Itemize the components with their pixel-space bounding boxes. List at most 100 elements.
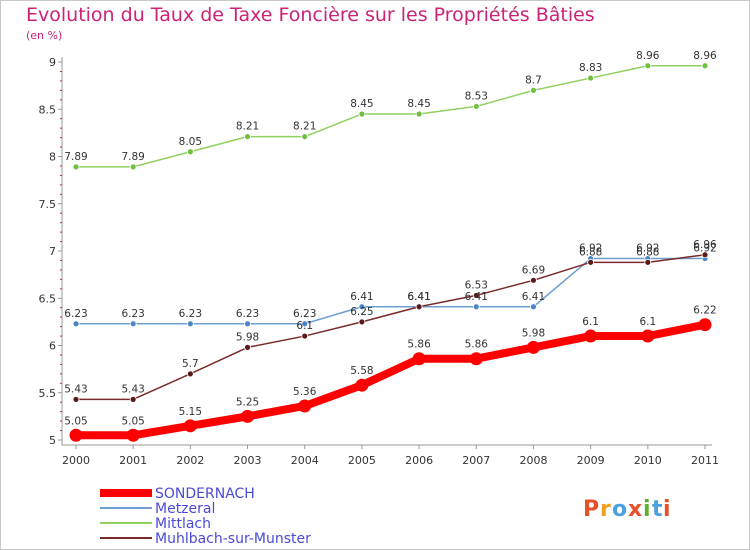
data-point	[530, 276, 537, 284]
legend-label: Metzeral	[155, 501, 215, 517]
x-tick-label: 2000	[62, 454, 90, 467]
data-label: 6.69	[522, 264, 545, 276]
series-line	[75, 65, 706, 168]
data-label: 6.41	[407, 291, 430, 303]
logo-letter: x	[628, 497, 642, 522]
data-label: 6.41	[407, 291, 430, 303]
data-label: 5.15	[179, 406, 202, 418]
logo-letter: i	[643, 497, 651, 522]
data-label: 6.23	[121, 308, 144, 320]
data-point	[472, 303, 480, 311]
data-point	[244, 133, 251, 141]
data-point	[472, 103, 480, 110]
data-point	[472, 292, 480, 299]
data-point	[72, 320, 80, 328]
x-tick-label: 2003	[234, 454, 262, 467]
y-tick-label: 5.5	[39, 387, 57, 400]
data-label: 6.25	[350, 306, 373, 318]
data-point	[301, 320, 309, 328]
data-point	[355, 378, 369, 392]
data-label: 6.22	[693, 305, 716, 317]
data-label: 6.23	[64, 308, 87, 320]
chart-title: Evolution du Taux de Taxe Foncière sur l…	[26, 4, 595, 26]
data-label: 5.86	[407, 339, 431, 351]
data-label: 8.21	[293, 121, 316, 133]
logo-letter: P	[583, 497, 599, 522]
y-tick-label: 9	[49, 56, 56, 69]
data-label: 5.43	[64, 383, 87, 395]
data-label: 6.92	[579, 243, 602, 255]
y-tick-label: 5	[49, 434, 56, 447]
chart-subtitle: (en %)	[26, 29, 63, 42]
data-point	[701, 62, 709, 70]
data-label: 5.43	[121, 383, 144, 395]
data-point	[415, 110, 423, 118]
data-point	[129, 395, 137, 403]
data-point	[241, 409, 255, 423]
legend-label: Mittlach	[155, 516, 211, 532]
data-label: 6.1	[296, 320, 313, 332]
data-point	[72, 395, 80, 403]
series-line	[75, 254, 706, 401]
logo-letter: r	[600, 497, 611, 522]
data-label: 5.98	[236, 331, 259, 343]
data-label: 8.96	[636, 50, 660, 62]
data-point	[186, 148, 194, 156]
data-label: 6.96	[693, 239, 717, 251]
data-point	[129, 163, 137, 171]
data-label: 7.89	[121, 151, 144, 163]
x-tick-label: 2006	[405, 454, 433, 467]
data-label: 6.1	[639, 316, 656, 328]
data-point	[584, 329, 598, 343]
data-label: 8.96	[693, 50, 717, 62]
logo-letter: i	[663, 497, 671, 522]
y-tick-label: 6.5	[39, 292, 57, 305]
data-point	[587, 74, 595, 82]
data-label: 8.05	[179, 136, 202, 148]
series-layer	[69, 62, 712, 442]
data-label: 5.25	[236, 396, 259, 408]
data-label: 8.53	[465, 90, 488, 102]
legend-label: Muhlbach-sur-Munster	[155, 531, 311, 547]
data-point	[469, 352, 483, 366]
data-point	[126, 428, 140, 442]
data-point	[186, 370, 194, 378]
data-point	[644, 258, 652, 266]
data-point	[244, 343, 251, 351]
data-point	[129, 320, 137, 328]
data-point	[358, 303, 366, 311]
data-point	[412, 352, 426, 366]
x-tick-label: 2009	[577, 454, 605, 467]
data-label: 6.53	[465, 279, 488, 291]
data-label: 5.98	[522, 327, 545, 339]
data-point	[701, 251, 709, 259]
y-tick-label: 8	[49, 151, 56, 164]
data-label: 6.88	[579, 246, 602, 258]
data-point	[244, 320, 251, 328]
logo-letter: t	[652, 497, 663, 522]
data-label: 5.36	[293, 386, 317, 398]
data-label: 6.23	[293, 308, 316, 320]
series-line	[75, 257, 706, 325]
data-point	[641, 329, 655, 343]
data-point	[530, 86, 537, 94]
data-point	[301, 133, 309, 141]
data-label: 6.41	[465, 291, 488, 303]
data-point	[183, 419, 197, 433]
data-label: 6.92	[636, 243, 659, 255]
data-label: 6.23	[236, 308, 259, 320]
x-tick-label: 2008	[519, 454, 547, 467]
data-point	[415, 303, 423, 311]
data-point	[298, 399, 312, 413]
x-tick-label: 2005	[348, 454, 376, 467]
logo-letter: o	[612, 497, 627, 522]
data-label: 5.7	[182, 358, 199, 370]
data-label: 8.7	[525, 74, 542, 86]
x-tick-label: 2002	[176, 454, 204, 467]
series-line	[72, 320, 709, 440]
data-point	[186, 320, 194, 328]
y-tick-label: 7.5	[39, 198, 57, 211]
data-label: 6.23	[179, 308, 202, 320]
data-point	[358, 110, 366, 118]
